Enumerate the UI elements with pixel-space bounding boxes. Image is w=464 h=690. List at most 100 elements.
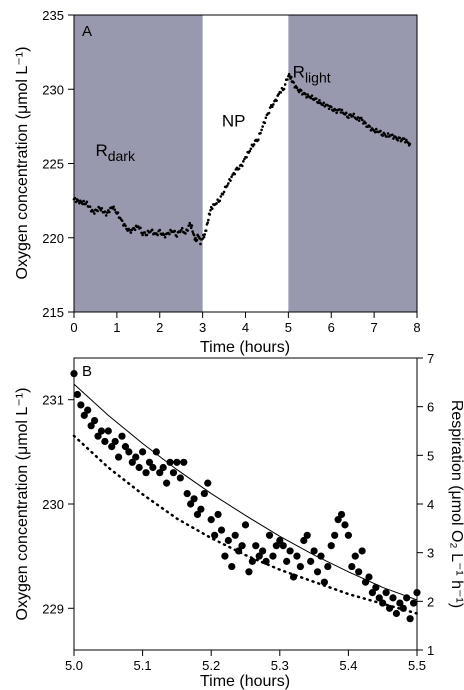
data-point	[175, 235, 179, 238]
data-point	[368, 589, 377, 597]
data-point	[320, 578, 328, 586]
data-point	[248, 557, 256, 565]
data-point	[385, 135, 389, 138]
data-point	[200, 489, 208, 498]
data-point	[300, 536, 308, 545]
data-point	[402, 137, 406, 140]
data-point	[139, 226, 142, 230]
data-point	[187, 500, 195, 508]
data-point	[111, 437, 119, 446]
data-point	[299, 89, 303, 92]
data-point	[91, 210, 95, 213]
data-point	[396, 599, 404, 607]
data-point	[260, 128, 263, 132]
data-point	[104, 214, 108, 217]
data-point	[180, 458, 188, 466]
data-point	[176, 474, 184, 482]
data-point	[324, 562, 332, 571]
data-point	[403, 140, 407, 144]
data-point	[100, 206, 104, 210]
data-point	[329, 105, 333, 109]
shaded-region	[288, 15, 417, 312]
panel-a-label: A	[82, 23, 92, 40]
data-point	[286, 547, 294, 555]
data-point	[225, 184, 229, 187]
data-point	[396, 138, 400, 142]
data-point	[191, 230, 194, 233]
x-tick-label: 5.5	[408, 658, 426, 673]
data-point	[81, 202, 84, 206]
data-point	[243, 157, 246, 161]
data-point	[105, 211, 109, 214]
data-point	[295, 86, 299, 90]
panel-b: 5.0 5.1 5.2 5.3 5.4 5.5 229 230 231 1 2 3 4 5 6 7 B T…	[14, 351, 464, 690]
data-point	[326, 104, 330, 107]
data-point	[359, 116, 363, 120]
data-point	[335, 111, 338, 115]
data-point	[381, 134, 385, 137]
data-point	[189, 226, 193, 230]
data-point	[286, 78, 289, 81]
data-point	[369, 129, 373, 132]
data-point	[340, 108, 344, 112]
data-point	[229, 179, 232, 182]
data-point	[85, 200, 89, 204]
data-point	[211, 531, 219, 539]
data-point	[84, 202, 88, 206]
y-tick-label: 215	[42, 305, 64, 320]
data-point	[245, 155, 248, 159]
data-point	[88, 205, 92, 208]
data-point	[141, 233, 144, 237]
data-point	[365, 573, 373, 581]
data-point	[310, 94, 314, 97]
data-point	[351, 114, 354, 118]
data-point	[159, 463, 167, 472]
data-point	[132, 453, 140, 461]
data-point	[272, 103, 275, 106]
data-point	[113, 208, 117, 211]
panel-b-frame	[73, 357, 418, 651]
data-point	[259, 547, 267, 555]
data-point	[209, 208, 212, 212]
data-point	[228, 562, 236, 571]
data-point	[108, 443, 116, 451]
data-point	[199, 242, 202, 246]
data-point	[137, 225, 140, 228]
data-point	[99, 208, 103, 212]
data-point	[93, 212, 96, 215]
x-tick-label: 5.2	[202, 658, 220, 673]
data-point	[238, 542, 246, 550]
panel-a-x-axis-label: Time (hours)	[200, 339, 290, 356]
data-point	[317, 101, 320, 105]
x-tick-label: 8	[413, 320, 420, 335]
data-point	[262, 557, 270, 565]
data-point	[272, 542, 280, 550]
data-point	[318, 99, 321, 102]
data-point	[152, 448, 160, 456]
data-point	[118, 432, 126, 440]
data-point	[341, 521, 349, 529]
x-tick-label: 5.3	[271, 658, 289, 673]
data-point	[203, 233, 207, 236]
data-point	[374, 127, 378, 131]
data-point	[267, 111, 271, 115]
data-point	[356, 116, 360, 119]
data-point	[166, 458, 174, 466]
data-point	[389, 594, 397, 602]
data-point	[112, 205, 115, 208]
data-point	[98, 206, 102, 210]
data-point	[275, 99, 278, 102]
data-point	[257, 138, 260, 141]
data-point	[296, 562, 304, 571]
data-point	[76, 199, 80, 203]
data-point	[140, 231, 143, 235]
annotation-label: NP	[222, 111, 246, 130]
data-point	[344, 531, 352, 539]
data-point	[261, 125, 264, 128]
data-point	[409, 599, 418, 607]
data-point	[128, 458, 136, 466]
x-tick-label: 1	[113, 320, 120, 335]
shaded-region	[74, 15, 203, 312]
